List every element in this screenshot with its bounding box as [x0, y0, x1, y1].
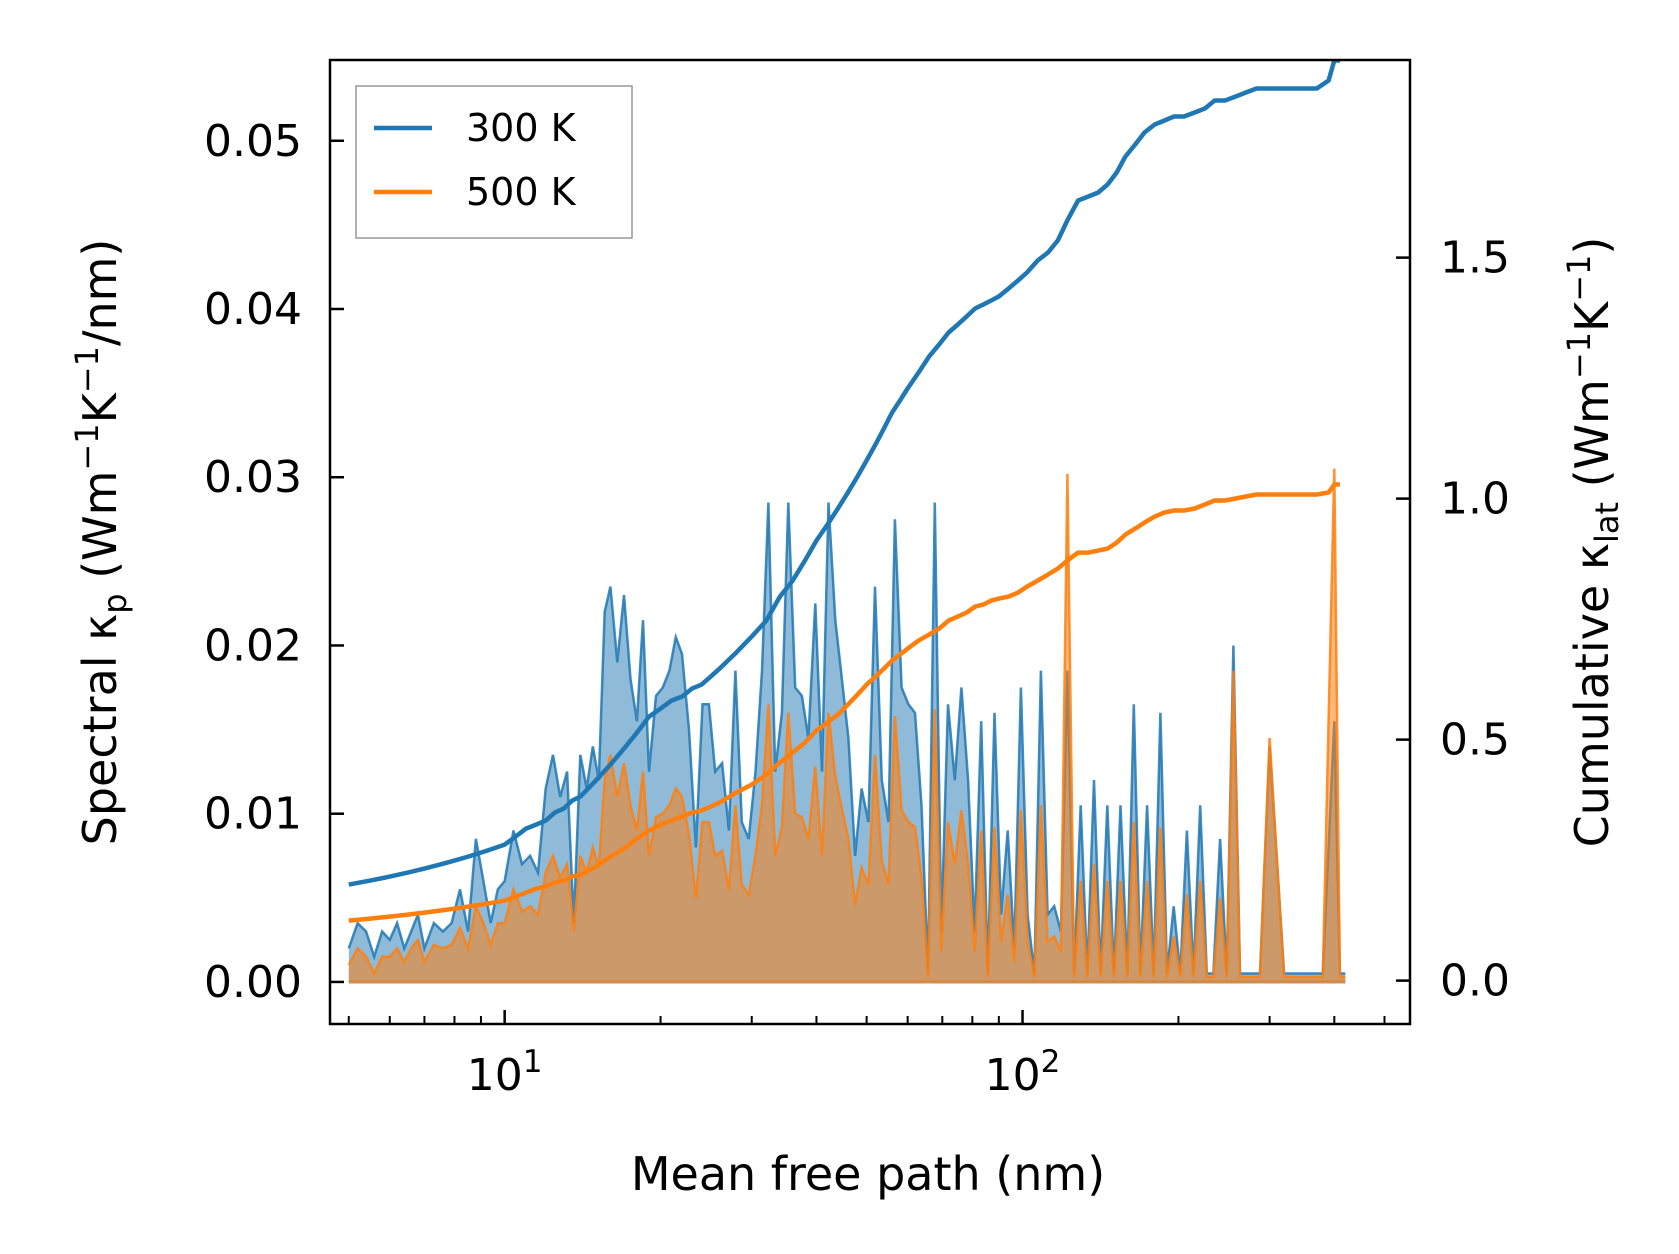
left-y-axis-title: Spectral κp (Wm−1K−1/nm) [68, 239, 134, 846]
right-y-tick-label: 0.0 [1440, 956, 1510, 1007]
legend-label-300k: 300 K [466, 106, 577, 150]
plot-area [347, 60, 1346, 984]
cumulative-line-300k [348, 60, 1340, 887]
x-axis-title: Mean free path (nm) [631, 1147, 1105, 1201]
left-y-tick-label: 0.04 [204, 284, 302, 335]
ticks [330, 139, 1410, 1024]
x-tick-label: 101 [467, 1044, 543, 1101]
left-y-tick-label: 0.02 [204, 620, 302, 671]
left-y-tick-label: 0.05 [204, 116, 302, 167]
left-y-tick-label: 0.00 [204, 957, 302, 1008]
legend: 300 K 500 K [355, 85, 633, 239]
right-y-tick-label: 0.5 [1440, 715, 1510, 766]
spectral-line-500k [347, 468, 1346, 979]
legend-label-500k: 500 K [466, 170, 577, 214]
plot-frame [328, 58, 1412, 1026]
right-y-axis-title: Cumulative κlat (Wm−1K−1) [1560, 237, 1626, 848]
spectral-fill-500k [348, 468, 1346, 982]
legend-box [355, 85, 633, 239]
left-y-tick-label: 0.01 [204, 789, 302, 840]
right-y-tick-label: 1.5 [1440, 233, 1510, 284]
x-tick-label: 102 [985, 1044, 1061, 1101]
left-y-tick-label: 0.03 [204, 452, 302, 503]
right-y-tick-label: 1.0 [1440, 474, 1510, 525]
cumulative-line-500k [348, 482, 1340, 923]
